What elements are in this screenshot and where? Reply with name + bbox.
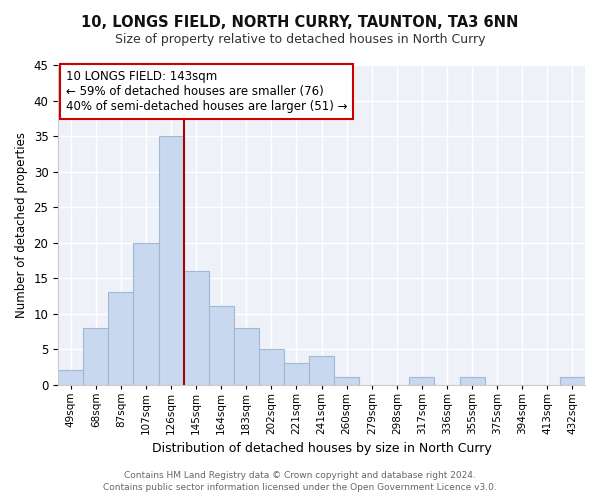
- Bar: [409, 378, 434, 384]
- Text: 10 LONGS FIELD: 143sqm
← 59% of detached houses are smaller (76)
40% of semi-det: 10 LONGS FIELD: 143sqm ← 59% of detached…: [66, 70, 347, 113]
- Bar: [560, 378, 585, 384]
- Bar: [234, 328, 259, 384]
- Text: 10, LONGS FIELD, NORTH CURRY, TAUNTON, TA3 6NN: 10, LONGS FIELD, NORTH CURRY, TAUNTON, T…: [82, 15, 518, 30]
- Bar: [284, 364, 309, 384]
- X-axis label: Distribution of detached houses by size in North Curry: Distribution of detached houses by size …: [152, 442, 491, 455]
- Bar: [460, 378, 485, 384]
- Text: Contains HM Land Registry data © Crown copyright and database right 2024.
Contai: Contains HM Land Registry data © Crown c…: [103, 471, 497, 492]
- Bar: [109, 292, 133, 384]
- Bar: [133, 242, 158, 384]
- Bar: [209, 306, 234, 384]
- Bar: [184, 271, 209, 384]
- Bar: [309, 356, 334, 384]
- Y-axis label: Number of detached properties: Number of detached properties: [15, 132, 28, 318]
- Bar: [83, 328, 109, 384]
- Text: Size of property relative to detached houses in North Curry: Size of property relative to detached ho…: [115, 32, 485, 46]
- Bar: [334, 378, 359, 384]
- Bar: [158, 136, 184, 384]
- Bar: [259, 349, 284, 384]
- Bar: [58, 370, 83, 384]
